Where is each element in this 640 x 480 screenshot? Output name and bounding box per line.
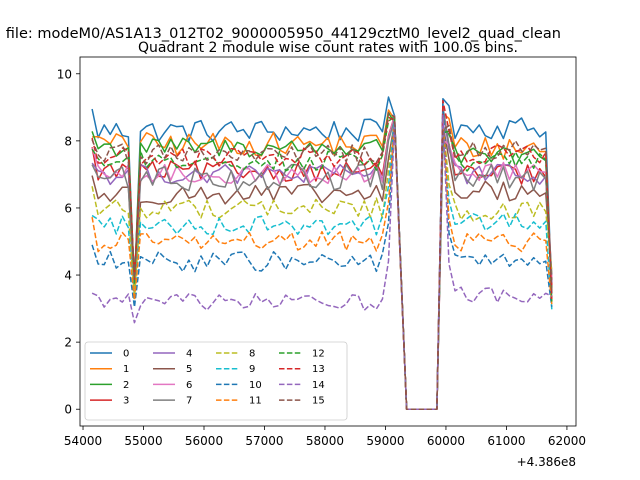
x-tick-label: 54000 [64, 434, 102, 448]
plot-frame [79, 56, 577, 427]
legend-label-8: 8 [249, 349, 255, 360]
legend-label-9: 9 [249, 364, 255, 375]
x-tick-label: 56000 [185, 434, 223, 448]
series-line-0 [91, 96, 553, 410]
series-line-9 [91, 115, 553, 410]
y-tick-label: 6 [64, 201, 72, 215]
series-line-5 [91, 122, 553, 410]
legend-label-3: 3 [123, 396, 129, 407]
x-tick-label: 60000 [427, 434, 465, 448]
x-tick-label: 59000 [366, 434, 404, 448]
legend-label-12: 12 [312, 349, 325, 360]
x-tick-label: 62000 [548, 434, 586, 448]
x-tick-label: 61000 [487, 434, 525, 448]
series-line-14 [91, 114, 553, 410]
series-line-3 [91, 115, 553, 410]
series-line-6 [91, 115, 553, 410]
y-tick-label: 8 [64, 134, 72, 148]
y-tick-label: 10 [57, 67, 72, 81]
series-line-1 [92, 109, 553, 410]
legend-label-14: 14 [312, 380, 325, 391]
legend-label-0: 0 [123, 349, 129, 360]
x-offset-label: +4.386e8 [517, 455, 576, 469]
legend-label-10: 10 [249, 380, 262, 391]
series-line-7 [91, 106, 553, 410]
series-line-4 [91, 109, 553, 410]
legend-label-11: 11 [249, 396, 262, 407]
legend-label-7: 7 [186, 396, 192, 407]
y-tick-label: 4 [64, 269, 72, 283]
legend-label-4: 4 [186, 349, 192, 360]
chart-title: Quadrant 2 module wise count rates with … [138, 40, 518, 56]
series-line-12 [91, 115, 553, 410]
legend-label-13: 13 [312, 364, 325, 375]
legend-label-6: 6 [186, 380, 192, 391]
legend-label-2: 2 [123, 380, 129, 391]
x-tick-label: 57000 [245, 434, 283, 448]
series-line-11 [91, 117, 553, 410]
x-tick-label: 58000 [306, 434, 344, 448]
series-line-2 [91, 112, 553, 410]
series-lines [91, 96, 553, 410]
series-line-13 [91, 99, 553, 410]
y-axis: 0 2 4 6 8 10 [57, 67, 80, 417]
series-line-10 [91, 103, 553, 410]
legend-label-5: 5 [186, 364, 192, 375]
x-tick-label: 55000 [124, 434, 162, 448]
figure-title: n file: modeM0/AS1A13_012T02_9000005950_… [0, 26, 561, 42]
legend-label-15: 15 [312, 396, 325, 407]
y-tick-label: 0 [64, 403, 72, 417]
y-tick-label: 2 [64, 336, 72, 350]
x-axis: 54000 55000 56000 57000 58000 59000 60000 61000… [64, 426, 586, 448]
series-line-8 [91, 120, 553, 410]
legend-label-1: 1 [123, 364, 129, 375]
